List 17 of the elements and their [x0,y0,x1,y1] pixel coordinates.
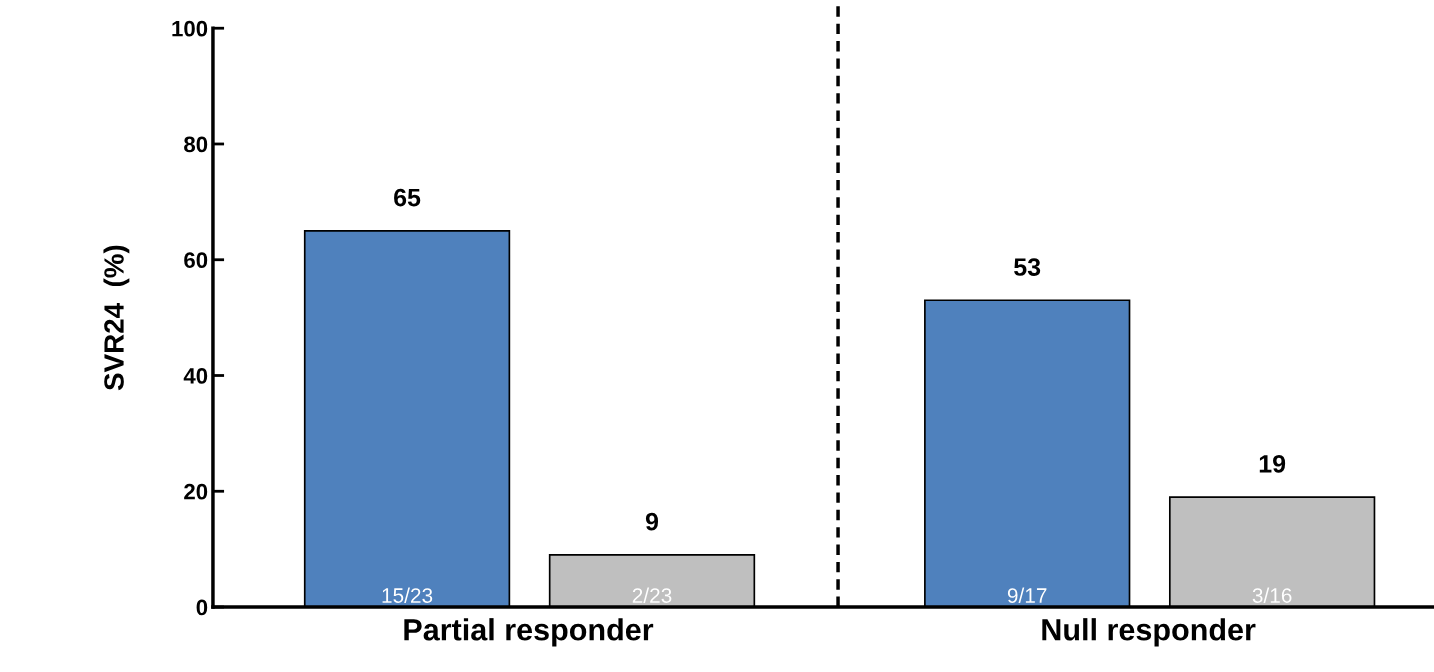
annotation: 3/16 [1252,587,1292,603]
data-label: 53 [1014,258,1041,276]
x-tick-label: Partial responder [404,618,654,647]
y-tick-label: 0 [196,599,208,616]
y-tick-label: 100 [172,20,208,37]
annotation: 15/23 [382,587,433,603]
y-tick-label: 60 [184,252,208,269]
y-tick-label: 40 [183,368,208,384]
y-tick-label: 80 [184,136,208,153]
data-label: 65 [394,188,421,207]
annotation: 9/17 [1007,587,1047,603]
y-tick-label: 20 [184,483,208,500]
y-axis-title: SVR24 (%) [103,245,130,391]
x-tick-label: Null responder [1042,618,1256,647]
data-label: 9 [645,512,659,531]
annotation: 2/23 [632,587,672,603]
data-label: 19 [1259,454,1286,473]
